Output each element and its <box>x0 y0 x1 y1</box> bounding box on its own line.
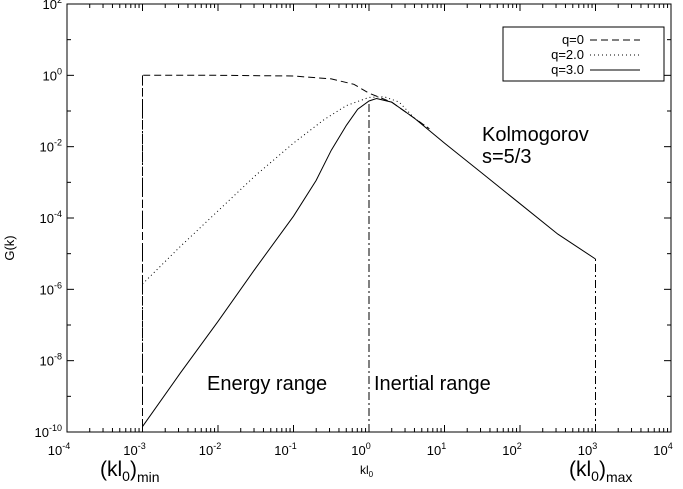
y-tick-label: 10-10 <box>35 423 62 440</box>
y-tick-label: 10-2 <box>40 138 62 155</box>
annotation-inertial-range: Inertial range <box>374 373 491 395</box>
x-tick-label: 102 <box>502 441 521 458</box>
legend-label-q2: q=2.0 <box>551 47 584 62</box>
x-tick-label: 100 <box>351 441 370 458</box>
x-tick-label: 10-3 <box>123 441 145 458</box>
series-line-q30 <box>142 97 596 427</box>
vertical-lines-layer <box>142 75 596 432</box>
x-tick-label: 101 <box>427 441 446 458</box>
y-tick-label: 102 <box>43 0 62 12</box>
legend-label-q0: q=0 <box>562 32 584 47</box>
x-label-klmin: (kl0)min <box>100 458 160 485</box>
series-line-q20 <box>142 96 430 285</box>
y-axis-title: G(k) <box>2 235 17 260</box>
x-tick-label: 10-2 <box>199 441 221 458</box>
x-tick-label: 10-1 <box>274 441 296 458</box>
legend-label-q3: q=3.0 <box>551 62 584 77</box>
annotation-kolmogorov-slope: s=5/3 <box>482 146 531 168</box>
y-tick-label: 10-4 <box>40 209 62 226</box>
y-tick-label: 10-8 <box>40 352 62 369</box>
x-tick-label: 103 <box>578 441 597 458</box>
annotation-energy-range: Energy range <box>207 373 327 395</box>
x-tick-label: 104 <box>653 441 672 458</box>
y-tick-label: 10-6 <box>40 280 62 297</box>
x-label-klmax: (kl0)max <box>569 458 632 485</box>
x-label-kl0: kl0 <box>360 463 374 479</box>
x-tick-label: 10-4 <box>48 441 70 458</box>
y-tick-label: 100 <box>43 66 62 83</box>
legend-box <box>502 26 665 82</box>
ticks-layer: 10-4 10-3 10-2 10-1 100 101 102 103 104 10-10 10-8… <box>35 0 673 458</box>
series-layer <box>142 74 596 427</box>
annotation-kolmogorov: Kolmogorov <box>482 124 589 146</box>
legend: q=0 q=2.0 q=3.0 <box>502 26 665 82</box>
